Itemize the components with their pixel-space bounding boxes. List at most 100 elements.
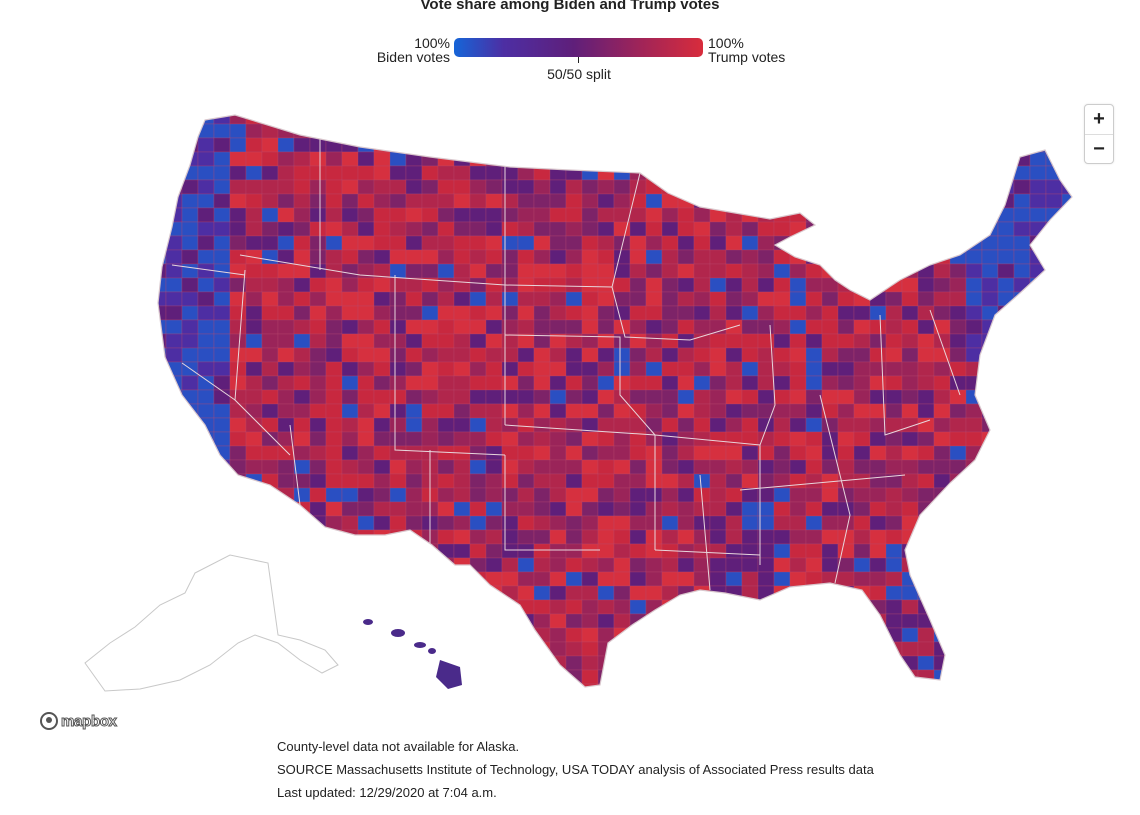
county-cell — [789, 291, 807, 307]
county-cell — [677, 529, 695, 545]
county-map[interactable] — [0, 95, 1140, 700]
county-cell — [405, 459, 423, 475]
county-cell — [757, 291, 775, 307]
county-cell — [293, 459, 311, 475]
county-cell — [1013, 417, 1031, 433]
county-cell — [949, 403, 967, 419]
county-cell — [629, 277, 647, 293]
county-cell — [565, 403, 583, 419]
county-cell — [869, 235, 887, 251]
county-cell — [1078, 544, 1094, 558]
county-cell — [405, 221, 423, 237]
county-cell — [309, 375, 327, 391]
map-notes: County-level data not available for Alas… — [277, 739, 877, 808]
county-cell — [869, 571, 887, 587]
county-cell — [181, 445, 199, 461]
county-cell — [197, 403, 215, 419]
county-cell — [757, 207, 775, 223]
county-cell — [981, 571, 999, 587]
county-cell — [565, 459, 583, 475]
county-cell — [885, 683, 903, 687]
county-cell — [965, 459, 983, 475]
county-cell — [581, 375, 599, 391]
county-cell — [357, 115, 375, 125]
county-cell — [581, 683, 599, 687]
county-cell — [501, 305, 519, 321]
county-cell — [453, 543, 471, 559]
county-cell — [693, 515, 711, 531]
county-cell — [229, 115, 247, 125]
county-cell — [789, 459, 807, 475]
county-cell — [693, 655, 711, 671]
county-cell — [158, 151, 167, 167]
county-cell — [629, 235, 647, 251]
county-cell — [1013, 557, 1031, 573]
county-cell — [309, 291, 327, 307]
county-cell — [869, 263, 887, 279]
county-cell — [421, 263, 439, 279]
county-cell — [373, 179, 391, 195]
county-cell — [245, 585, 263, 601]
county-cell — [741, 515, 759, 531]
county-cell — [325, 655, 343, 671]
county-cell — [1013, 459, 1031, 475]
county-cell — [997, 417, 1015, 433]
county-cell — [245, 669, 263, 685]
county-cell — [597, 487, 615, 503]
county-cell — [629, 123, 647, 139]
mapbox-logo[interactable]: mapbox — [40, 711, 118, 731]
county-cell — [917, 291, 935, 307]
county-cell — [661, 263, 679, 279]
county-cell — [661, 179, 679, 195]
county-cell — [229, 165, 247, 181]
county-cell — [549, 319, 567, 335]
county-cell — [613, 347, 631, 363]
county-cell — [501, 431, 519, 447]
county-cell — [805, 613, 823, 629]
county-cell — [565, 249, 583, 265]
county-cell — [373, 655, 391, 671]
county-cell — [357, 305, 375, 321]
county-cell — [165, 249, 183, 265]
county-cell — [341, 277, 359, 293]
county-cell — [933, 263, 951, 279]
county-cell — [245, 151, 263, 167]
county-cell — [181, 249, 199, 265]
county-cell — [725, 543, 743, 559]
county-cell — [293, 333, 311, 349]
county-cell — [485, 515, 503, 531]
county-cell — [949, 543, 967, 559]
county-cell — [997, 655, 1015, 671]
county-cell — [581, 193, 599, 209]
county-cell — [389, 235, 407, 251]
county-cell — [517, 249, 535, 265]
county-cell — [661, 627, 679, 643]
county-cell — [789, 543, 807, 559]
county-cell — [965, 683, 983, 687]
county-cell — [869, 529, 887, 545]
county-cell — [213, 641, 231, 657]
county-cell — [158, 487, 167, 503]
county-cell — [165, 347, 183, 363]
county-cell — [373, 473, 391, 489]
zoom-in-button[interactable]: + — [1093, 108, 1105, 130]
county-cell — [949, 683, 967, 687]
county-cell — [757, 179, 775, 195]
county-cell — [645, 417, 663, 433]
county-cell — [901, 207, 919, 223]
county-cell — [437, 389, 455, 405]
county-cell — [485, 599, 503, 615]
zoom-out-button[interactable]: − — [1085, 134, 1113, 164]
county-cell — [581, 319, 599, 335]
county-cell — [853, 263, 871, 279]
county-cell — [565, 123, 583, 139]
county-cell — [245, 403, 263, 419]
county-cell — [1029, 305, 1047, 321]
county-cell — [277, 263, 295, 279]
county-cell — [725, 221, 743, 237]
county-cell — [581, 641, 599, 657]
county-cell — [933, 599, 951, 615]
county-cell — [309, 501, 327, 517]
county-cell — [677, 137, 695, 153]
county-cell — [597, 557, 615, 573]
